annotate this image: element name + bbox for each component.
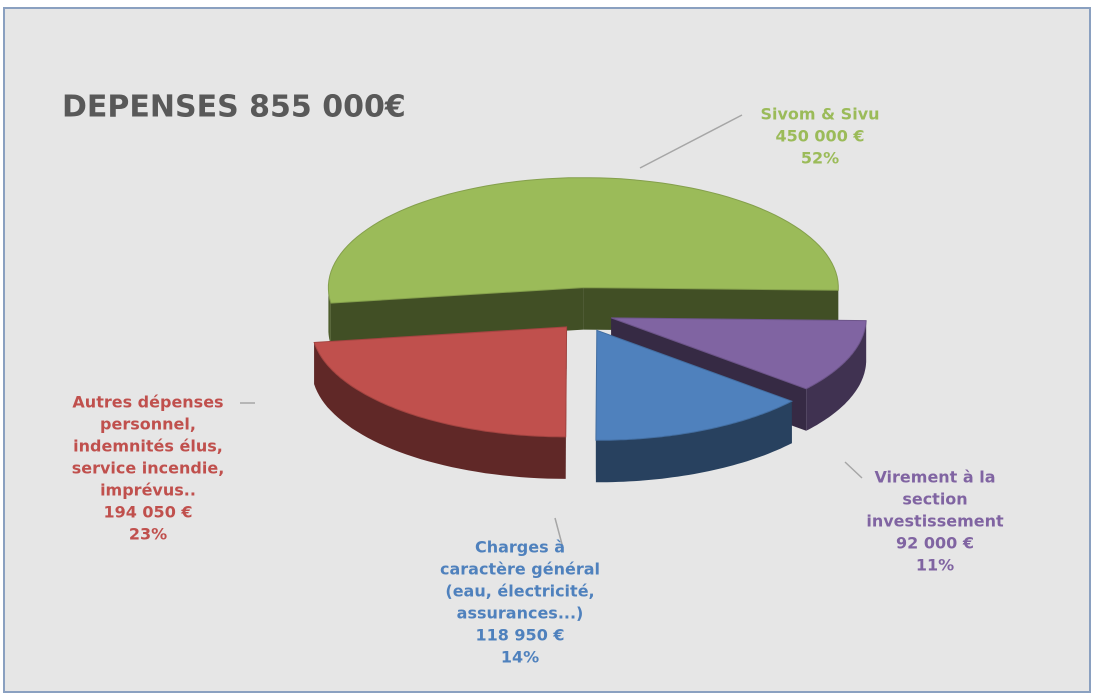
leader-line [844,461,863,479]
data-label: 14% [501,648,539,667]
data-label: investissement [866,512,1004,531]
pie-slice [595,329,794,483]
pie [313,177,867,483]
slice-top [595,329,794,441]
data-label: service incendie, [72,459,225,478]
leader-line [639,114,743,169]
data-label: 11% [916,556,954,575]
data-label: assurances...) [457,604,584,623]
data-label: 450 000 € [775,127,864,146]
data-label: Autres dépenses [72,393,223,412]
data-label: personnel, [100,415,196,434]
slice-side [806,320,867,431]
pie-slice [327,177,839,346]
data-label: Sivom & Sivu [760,105,879,124]
data-label: section [902,490,967,509]
data-label: 194 050 € [103,503,192,522]
data-label: (eau, électricité, [445,582,594,601]
data-label: 92 000 € [896,534,974,553]
slice-top [611,317,867,390]
data-label: imprévus.. [100,481,196,500]
slice-side [314,342,566,479]
data-label: Charges à [475,538,565,557]
data-label: 118 950 € [475,626,564,645]
leader-line [554,517,564,549]
data-label: caractère général [440,560,600,579]
data-label: 23% [129,525,167,544]
chart-title: DEPENSES 855 000€ [62,90,406,125]
data-label: Virement à la [874,468,995,487]
slice-top [313,326,568,438]
data-label: indemnités élus, [73,437,223,456]
pie-slice [313,326,568,479]
slice-side [595,401,792,483]
slice-top [327,177,839,304]
data-label: 52% [801,149,839,168]
labels: Sivom & Sivu 450 000 € 52% Virement à la sec… [72,105,1004,667]
